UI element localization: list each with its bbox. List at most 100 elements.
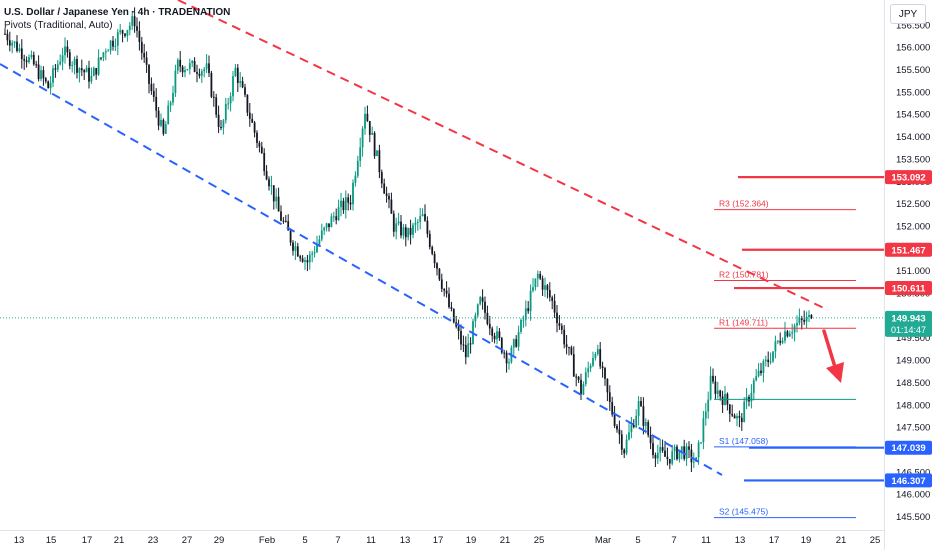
candle-body xyxy=(18,48,21,51)
candle-body xyxy=(287,221,290,231)
candle-body xyxy=(11,42,14,46)
candle-body xyxy=(623,449,626,454)
candle-body xyxy=(95,68,98,75)
candle-body xyxy=(642,406,645,426)
candle-body xyxy=(476,304,479,316)
candle-body xyxy=(496,331,498,340)
candle-body xyxy=(599,349,602,367)
candle-body xyxy=(6,33,9,41)
candle-body xyxy=(289,230,292,243)
candle-body xyxy=(680,446,683,451)
chart-legend: U.S. Dollar / Japanese Yen · 4h · TRADEN… xyxy=(4,6,230,32)
candle-body xyxy=(373,133,376,157)
candle-body xyxy=(712,375,714,382)
overlays: R3 (152.364) R2 (150.781) R1 (149.711) S1 (… xyxy=(0,0,884,519)
candle-body xyxy=(380,172,383,184)
candle-body xyxy=(752,380,755,393)
candle-body xyxy=(805,316,808,322)
candle-body xyxy=(604,368,606,379)
time-tick-label: 21 xyxy=(114,535,125,546)
candle-body xyxy=(4,33,6,35)
forecast-arrow-shaft xyxy=(822,329,837,369)
candle-body xyxy=(114,45,117,47)
candle-body xyxy=(779,340,782,343)
candle-body xyxy=(424,214,426,221)
candle-body xyxy=(700,442,702,444)
candle-body xyxy=(428,233,431,248)
candle-body xyxy=(568,347,570,349)
candle-body xyxy=(690,449,693,463)
candle-body xyxy=(508,362,510,364)
candle-body xyxy=(474,315,477,322)
candle-body xyxy=(630,425,633,433)
candle-body xyxy=(688,446,690,450)
key-level-tag xyxy=(885,440,932,455)
candle-body xyxy=(330,216,333,228)
candle-body xyxy=(143,52,146,58)
candle-body xyxy=(467,343,470,358)
candle-body xyxy=(80,68,83,71)
time-tick-label: 15 xyxy=(46,535,57,546)
price-axis[interactable]: 145.500146.000146.500147.000147.500148.0… xyxy=(884,0,932,550)
candle-body xyxy=(35,64,38,66)
candle-body xyxy=(92,68,95,76)
candle-body xyxy=(54,68,57,70)
currency-button[interactable]: JPY xyxy=(890,4,926,24)
candle-body xyxy=(133,16,136,27)
time-tick-label: 29 xyxy=(214,535,225,546)
candle-body xyxy=(246,94,249,113)
candle-body xyxy=(184,70,186,73)
candle-body xyxy=(791,332,794,334)
candle-body xyxy=(145,57,148,65)
candle-body xyxy=(558,323,561,326)
candlesticks xyxy=(4,7,813,473)
candle-body xyxy=(164,124,167,134)
candle-body xyxy=(20,48,23,60)
candle-body xyxy=(172,93,174,103)
candle-body xyxy=(390,199,393,214)
candle-body xyxy=(203,69,206,72)
candle-body xyxy=(635,415,638,428)
candle-body xyxy=(486,312,489,324)
candle-body xyxy=(594,354,597,358)
pivot-label-s1: S1 (147.058) xyxy=(719,436,768,446)
candle-body xyxy=(78,68,81,73)
candle-body xyxy=(666,456,669,460)
candle-body xyxy=(786,331,789,337)
candle-body xyxy=(169,102,172,106)
candle-body xyxy=(191,61,194,64)
candle-body xyxy=(148,64,150,84)
candle-body xyxy=(102,52,105,58)
candle-body xyxy=(8,40,11,46)
pivot-label-s2: S2 (145.475) xyxy=(719,507,768,517)
candle-body xyxy=(608,392,611,402)
candle-body xyxy=(587,368,590,373)
candle-body xyxy=(388,195,390,200)
candle-body xyxy=(412,224,414,235)
candle-body xyxy=(217,114,220,127)
candle-body xyxy=(284,220,287,222)
candle-body xyxy=(23,59,26,61)
candle-body xyxy=(764,359,767,362)
candle-body xyxy=(664,450,666,457)
candle-body xyxy=(316,244,318,253)
candle-body xyxy=(416,222,419,224)
candle-body xyxy=(611,401,614,415)
candle-body xyxy=(544,285,546,290)
candle-body xyxy=(376,150,378,157)
time-axis[interactable]: 13 15 17 21 23 27 29 Feb 5 7 11 13 17 19 21 25 Mar 5 7 11 13… xyxy=(0,530,884,547)
candle-body xyxy=(652,443,654,456)
candle-body xyxy=(606,378,609,393)
candle-body xyxy=(613,414,616,426)
candle-body xyxy=(498,331,501,339)
candle-body xyxy=(488,323,491,329)
candle-body xyxy=(188,63,191,70)
candle-body xyxy=(248,112,251,119)
candle-body xyxy=(719,390,722,397)
candle-body xyxy=(671,451,674,464)
time-tick-label: 7 xyxy=(335,535,340,546)
candle-body xyxy=(378,150,381,173)
candle-body xyxy=(397,221,400,224)
candle-body xyxy=(440,279,443,289)
